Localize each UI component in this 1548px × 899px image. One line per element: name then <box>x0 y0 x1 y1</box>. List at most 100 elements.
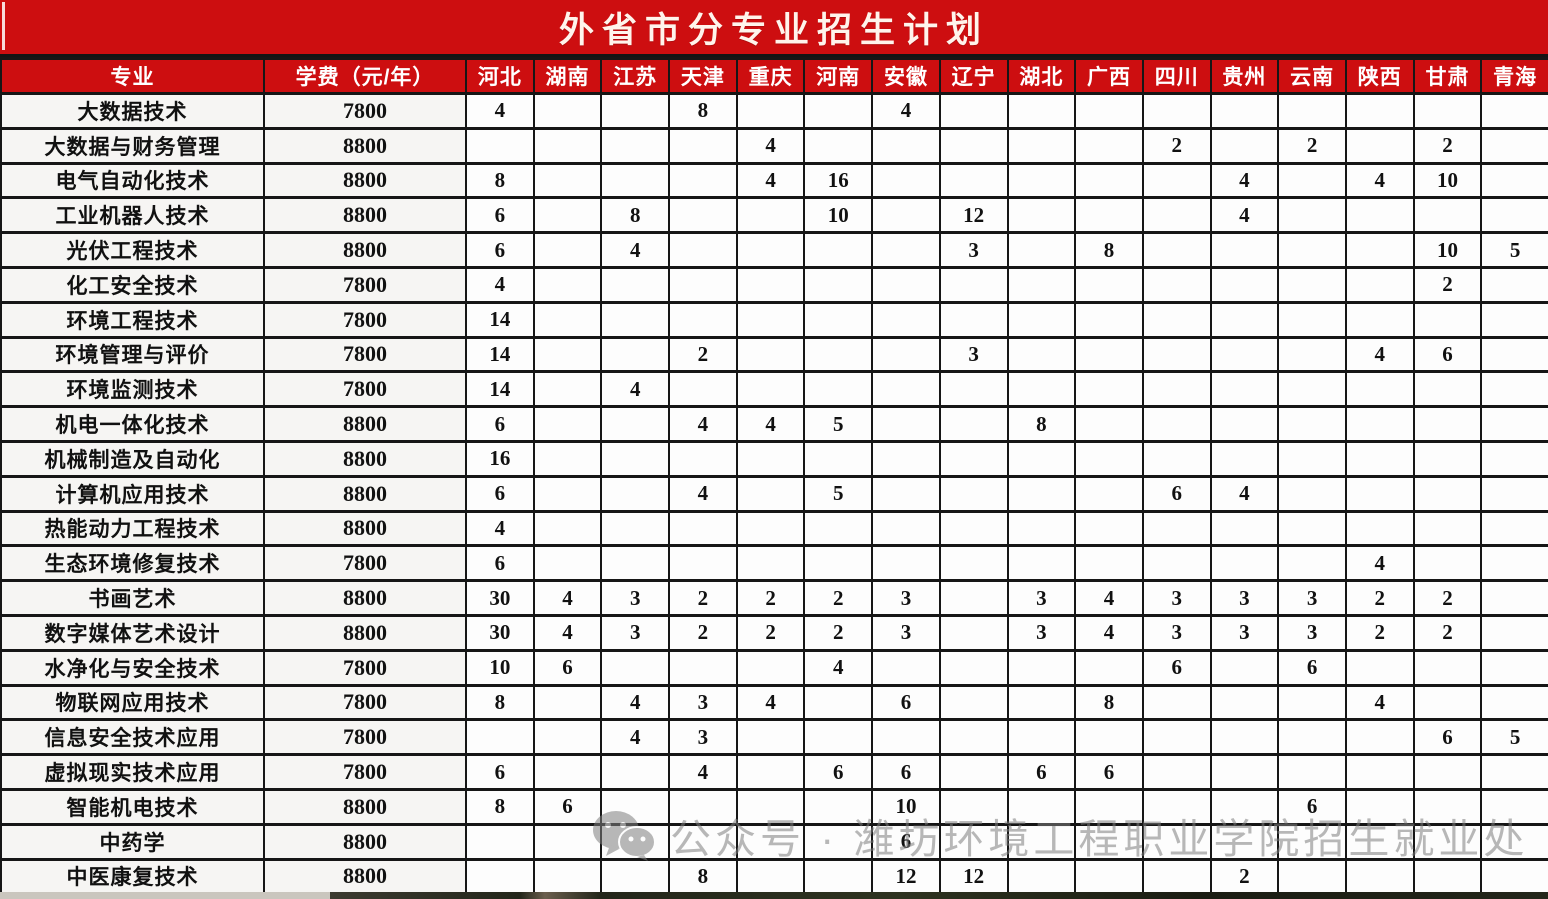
table-row: 信息安全技术应用 7800 4 3 6 5 <box>0 718 1548 757</box>
tuition-cell: 7800 <box>263 718 467 757</box>
tuition-cell: 8800 <box>263 405 467 443</box>
major-cell: 环境管理与评价 <box>0 335 265 374</box>
tuition-cell: 7800 <box>263 648 467 687</box>
quota-cell <box>600 753 671 791</box>
quota-cell <box>532 405 603 443</box>
major-cell: 环境监测技术 <box>0 370 265 409</box>
quota-cell: 10 <box>1412 231 1483 269</box>
major-cell: 中医康复技术 <box>0 857 265 896</box>
quota-cell: 2 <box>668 613 738 652</box>
tuition-cell: 8800 <box>263 613 467 652</box>
quota-cell <box>1277 753 1347 791</box>
table-row: 物联网应用技术 7800 8 4 3 4 6 8 4 <box>0 683 1548 722</box>
quota-cell <box>938 370 1009 409</box>
quota-cell: 4 <box>465 92 535 130</box>
quota-cell: 6 <box>532 648 603 687</box>
quota-cell <box>1480 474 1548 513</box>
quota-cell <box>532 92 603 130</box>
quota-cell: 6 <box>871 683 941 722</box>
quota-cell: 14 <box>465 300 535 339</box>
quota-cell <box>532 370 603 409</box>
quota-cell <box>1277 92 1347 130</box>
quota-cell <box>1480 92 1548 130</box>
quota-cell <box>668 161 738 200</box>
major-cell: 大数据与财务管理 <box>0 126 265 165</box>
major-cell: 信息安全技术应用 <box>0 718 265 757</box>
tuition-cell: 8800 <box>263 857 467 896</box>
quota-cell: 2 <box>668 335 738 374</box>
tuition-cell: 8800 <box>263 161 467 200</box>
quota-cell <box>1277 335 1347 374</box>
quota-cell <box>938 822 1009 861</box>
major-cell: 大数据技术 <box>0 92 265 130</box>
quota-cell <box>668 196 738 235</box>
quota-cell <box>1277 161 1347 200</box>
quota-cell <box>1141 196 1212 235</box>
quota-cell: 8 <box>1006 405 1077 443</box>
table-row: 水净化与安全技术 7800 10 6 4 6 6 <box>0 648 1548 687</box>
quota-cell <box>1277 231 1347 269</box>
quota-cell <box>1074 439 1144 478</box>
quota-cell: 3 <box>871 613 941 652</box>
quota-cell: 6 <box>465 405 535 443</box>
quota-cell: 2 <box>1412 265 1483 304</box>
quota-cell <box>938 613 1009 652</box>
table-row: 中药学 8800 6 <box>0 822 1548 861</box>
quota-cell <box>1412 509 1483 548</box>
quota-cell <box>1412 474 1483 513</box>
major-cell: 化工安全技术 <box>0 265 265 304</box>
quota-cell <box>1480 370 1548 409</box>
quota-cell <box>1412 439 1483 478</box>
col-header-province: 江苏 <box>600 57 671 95</box>
table-row: 化工安全技术 7800 4 2 <box>0 265 1548 304</box>
quota-cell <box>600 857 671 896</box>
quota-cell <box>1209 300 1280 339</box>
quota-cell <box>803 718 874 757</box>
quota-cell <box>1480 787 1548 826</box>
quota-cell <box>532 196 603 235</box>
quota-cell <box>532 300 603 339</box>
quota-cell: 4 <box>1209 196 1280 235</box>
col-header-province: 贵州 <box>1209 57 1280 95</box>
quota-cell <box>1344 439 1415 478</box>
quota-cell <box>1006 718 1077 757</box>
quota-cell <box>1074 718 1144 757</box>
quota-cell: 2 <box>735 579 806 617</box>
table-body: 大数据技术 7800 4 8 4 大数据与财务管理 8800 4 2 2 2 电气自动化技术 8800 8… <box>0 92 1548 896</box>
quota-cell <box>1277 822 1347 861</box>
quota-cell <box>803 92 874 130</box>
quota-cell <box>1006 265 1077 304</box>
quota-cell <box>1344 822 1415 861</box>
quota-cell <box>1480 126 1548 165</box>
quota-cell: 6 <box>1412 335 1483 374</box>
quota-cell: 4 <box>532 613 603 652</box>
quota-cell <box>938 718 1009 757</box>
quota-cell: 10 <box>871 787 941 826</box>
quota-cell: 3 <box>600 613 671 652</box>
col-header-province: 广西 <box>1074 57 1144 95</box>
quota-cell <box>600 405 671 443</box>
major-cell: 工业机器人技术 <box>0 196 265 235</box>
quota-cell <box>1209 683 1280 722</box>
quota-cell <box>600 335 671 374</box>
quota-cell <box>735 231 806 269</box>
quota-cell <box>1344 265 1415 304</box>
quota-cell <box>1344 370 1415 409</box>
quota-cell <box>668 231 738 269</box>
quota-cell <box>735 265 806 304</box>
quota-cell: 4 <box>465 509 535 548</box>
quota-cell <box>1412 857 1483 896</box>
table-row: 环境监测技术 7800 14 4 <box>0 370 1548 409</box>
table-row: 生态环境修复技术 7800 6 4 <box>0 544 1548 583</box>
quota-cell <box>1480 196 1548 235</box>
major-cell: 光伏工程技术 <box>0 231 265 269</box>
quota-cell <box>1141 857 1212 896</box>
quota-cell <box>803 544 874 583</box>
quota-cell <box>1277 439 1347 478</box>
quota-cell <box>871 196 941 235</box>
quota-cell <box>532 265 603 304</box>
quota-cell <box>1141 822 1212 861</box>
quota-cell: 3 <box>1277 613 1347 652</box>
col-header-province: 四川 <box>1141 57 1212 95</box>
quota-cell <box>1141 405 1212 443</box>
